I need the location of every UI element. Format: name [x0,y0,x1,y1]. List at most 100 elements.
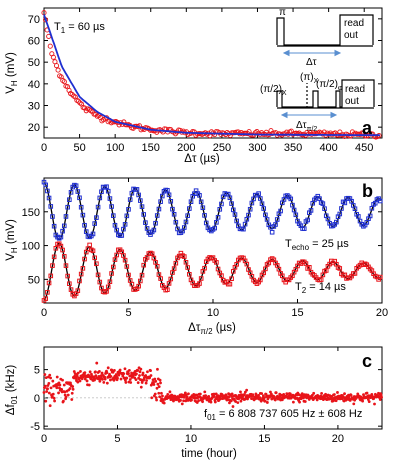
c-red-marker-366 [203,390,207,394]
b-ramsey-marker-199 [378,274,383,280]
b-echo-marker-123 [249,200,255,206]
c-red-marker-184 [123,367,127,371]
c-red-marker-29 [55,386,59,390]
b-echo-marker-85 [185,213,190,218]
b-echo-marker-1 [43,182,48,188]
b-ramsey-marker-184 [352,271,358,276]
a-ytick-label-3: 50 [28,57,40,69]
b-ramsey-marker-11 [60,247,65,253]
c-red-marker-368 [204,394,208,398]
b-ramsey-marker-30 [92,255,98,261]
c-red-marker-348 [195,393,199,397]
b-echo-marker-83 [181,225,187,230]
a-ytick-label-1: 30 [28,101,40,113]
b-ramsey-marker-41 [110,264,116,270]
b-ramsey-marker-39 [107,279,113,285]
readout-label-top-2: out [344,30,358,41]
c-red-marker-144 [105,381,109,385]
c-red-marker-698 [349,393,353,397]
c-red-marker-24 [53,399,56,403]
c-red-marker-375 [207,394,211,398]
c-red-marker-428 [230,392,234,396]
b-ramsey-marker-48 [122,257,128,263]
c-red-marker-23 [52,396,56,400]
c-red-marker-318 [182,399,186,403]
b-ramsey-marker-24 [82,256,87,262]
c-red-marker-11 [47,382,51,385]
c-red-marker-545 [282,392,286,396]
c-red-marker-0 [42,391,46,394]
c-red-marker-93 [83,371,87,375]
c-red-marker-693 [347,395,351,399]
b-echo-marker-148 [291,207,297,213]
b-echo-marker-10 [58,234,64,240]
b-echo-marker-25 [83,229,89,234]
c-red-marker-270 [161,394,164,398]
c-red-marker-14 [48,404,52,408]
c-red-marker-64 [70,391,74,395]
c-red-marker-196 [128,378,132,381]
c-red-marker-414 [224,393,228,397]
c-ytick-label-0: -5 [30,421,40,433]
c-red-marker-472 [250,397,253,401]
c-red-marker-117 [94,370,97,374]
b-echo-marker-182 [349,198,354,204]
c-red-marker-173 [118,368,122,372]
b-echo-marker-6 [51,223,57,229]
techo-annotation: Techo = 25 µs [285,238,349,252]
c-red-marker-329 [187,392,190,396]
b-echo-marker-165 [320,201,326,206]
b-echo-marker-101 [212,225,217,231]
c-red-marker-40 [60,388,64,391]
panel-b-ylabel: VH (mV) [5,219,19,261]
b-echo-marker-87 [188,199,194,205]
c-red-marker-126 [98,370,101,373]
b-ramsey-marker-65 [151,255,157,261]
c-red-marker-103 [87,383,91,387]
b-echo-marker-52 [129,190,135,196]
panel-c-plot [42,361,383,408]
b-echo-marker-32 [95,204,101,210]
a-red-marker-26 [82,105,88,111]
b-echo-marker-65 [151,227,157,233]
readout-label-bottom-1: read [345,84,365,95]
c-red-marker-287 [168,390,172,394]
b-echo-marker-46 [119,233,125,238]
b-ramsey-marker-38 [105,284,111,290]
readout-label-top-1: read [344,18,364,29]
b-ramsey-marker-84 [183,259,189,265]
c-red-marker-664 [334,399,338,403]
b-echo-marker-37 [104,184,109,190]
c-xtick-label-3: 15 [258,433,270,445]
b-ramsey-marker-164 [318,277,324,282]
c-red-marker-751 [373,402,376,406]
c-red-marker-387 [212,395,216,398]
b-ramsey-marker-74 [166,281,172,286]
b-ramsey-marker-6 [51,254,57,260]
b-echo-marker-55 [134,187,140,192]
b-echo-marker-96 [203,220,209,226]
c-red-marker-42 [61,378,64,382]
b-echo-marker-175 [337,211,343,217]
b-echo-marker-58 [139,204,145,209]
a-red-marker-6 [50,54,56,60]
c-red-marker-47 [63,390,67,394]
t1-annotation: T1 = 60 µs [54,21,105,35]
a-xtick-label-0: 0 [41,142,47,154]
b-echo-marker-69 [158,199,163,204]
c-red-marker-127 [98,379,102,383]
b-ramsey-marker-139 [276,266,282,272]
a-xtick-label-7: 350 [284,142,302,154]
a-xtick-label-3: 150 [142,142,160,154]
a-blue-fit-line [43,14,380,137]
b-echo-marker-158 [308,208,314,213]
b-echo-marker-31 [94,215,99,220]
inset-delay-arrows [280,49,342,119]
b-ramsey-marker-23 [80,266,86,271]
b-echo-marker-129 [259,201,265,206]
b-echo-marker-186 [356,214,361,219]
b-echo-marker-131 [263,212,268,218]
c-red-marker-221 [139,385,143,389]
c-red-marker-231 [144,374,148,377]
panel-b: 0 5 10 15 20 50 100 150 b Techo = 25 µs T2 = 14… [5,177,388,336]
